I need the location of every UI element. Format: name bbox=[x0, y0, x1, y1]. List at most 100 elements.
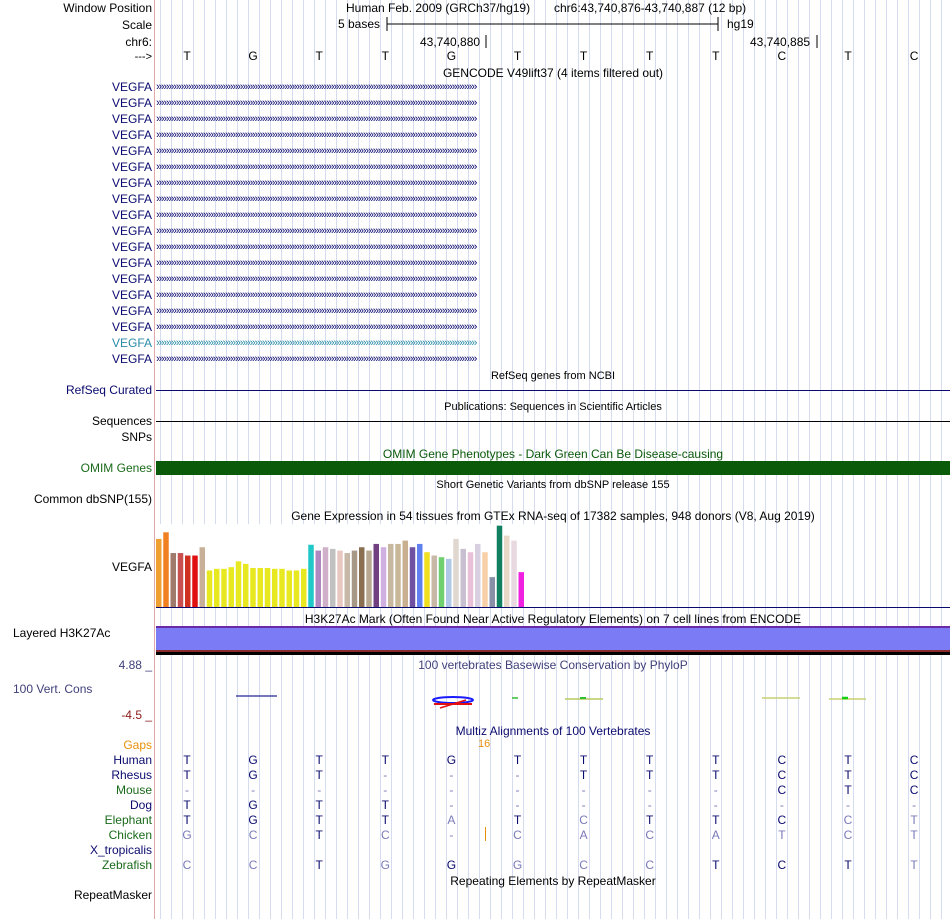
dbsnp-label[interactable]: Common dbSNP(155) bbox=[33, 492, 152, 506]
gtex-tissue-bar[interactable] bbox=[467, 552, 474, 607]
gtex-tissue-bar[interactable] bbox=[460, 548, 467, 607]
gencode-row-label[interactable]: VEGFA bbox=[111, 80, 152, 94]
gencode-row-label[interactable]: VEGFA bbox=[111, 224, 152, 238]
gtex-tissue-bar[interactable] bbox=[206, 570, 213, 607]
gtex-tissue-bar[interactable] bbox=[185, 555, 191, 607]
species-label[interactable]: Rhesus bbox=[111, 768, 152, 782]
species-label[interactable]: Mouse bbox=[115, 783, 152, 797]
gtex-tissue-bar[interactable] bbox=[163, 532, 169, 607]
gtex-tissue-bar[interactable] bbox=[417, 543, 423, 607]
gencode-transcript[interactable]: ››››››››››››››››››››››››››››››››››››››››… bbox=[156, 257, 477, 269]
gtex-tissue-bar[interactable] bbox=[504, 535, 510, 607]
refseq-line[interactable] bbox=[156, 390, 950, 391]
gencode-transcript[interactable]: ››››››››››››››››››››››››››››››››››››››››… bbox=[156, 241, 477, 253]
gtex-tissue-bar[interactable] bbox=[156, 538, 162, 607]
gtex-panel[interactable] bbox=[156, 524, 536, 607]
gencode-transcript[interactable]: ››››››››››››››››››››››››››››››››››››››››… bbox=[156, 353, 477, 365]
gtex-tissue-bar[interactable] bbox=[431, 555, 438, 607]
gtex-tissue-bar[interactable] bbox=[279, 568, 285, 607]
gtex-tissue-bar[interactable] bbox=[301, 568, 307, 607]
gtex-tissue-bar[interactable] bbox=[337, 550, 343, 607]
gencode-row-label[interactable]: VEGFA bbox=[111, 160, 152, 174]
omim-bar[interactable] bbox=[156, 461, 950, 475]
gencode-row-label[interactable]: VEGFA bbox=[111, 96, 152, 110]
gtex-tissue-bar[interactable] bbox=[409, 547, 416, 607]
gencode-transcript[interactable]: ››››››››››››››››››››››››››››››››››››››››… bbox=[156, 193, 477, 205]
gencode-transcript[interactable]: ››››››››››››››››››››››››››››››››››››››››… bbox=[156, 145, 477, 157]
gtex-tissue-bar[interactable] bbox=[344, 553, 351, 607]
gtex-tissue-bar[interactable] bbox=[257, 567, 264, 607]
gencode-row-label[interactable]: VEGFA bbox=[111, 112, 152, 126]
gtex-tissue-bar[interactable] bbox=[373, 543, 380, 607]
gencode-row-label[interactable]: VEGFA bbox=[111, 288, 152, 302]
gtex-tissue-bar[interactable] bbox=[192, 555, 198, 607]
species-label[interactable]: Elephant bbox=[104, 813, 152, 827]
gtex-tissue-bar[interactable] bbox=[221, 568, 227, 607]
gtex-tissue-bar[interactable] bbox=[496, 525, 503, 607]
gtex-tissue-bar[interactable] bbox=[308, 544, 314, 607]
gencode-transcript[interactable]: ››››››››››››››››››››››››››››››››››››››››… bbox=[156, 97, 477, 109]
species-label[interactable]: Dog bbox=[129, 798, 152, 812]
gtex-tissue-bar[interactable] bbox=[475, 543, 481, 607]
gencode-row-label[interactable]: VEGFA bbox=[111, 272, 152, 286]
gtex-tissue-bar[interactable] bbox=[250, 567, 256, 607]
gencode-transcript[interactable]: ››››››››››››››››››››››››››››››››››››››››… bbox=[156, 273, 477, 285]
gtex-tissue-bar[interactable] bbox=[170, 553, 177, 607]
gtex-label[interactable]: VEGFA bbox=[111, 560, 152, 574]
gtex-tissue-bar[interactable] bbox=[424, 552, 430, 607]
gencode-row-label[interactable]: VEGFA bbox=[111, 352, 152, 366]
gencode-transcript[interactable]: ››››››››››››››››››››››››››››››››››››››››… bbox=[156, 177, 477, 189]
gencode-transcript[interactable]: ››››››››››››››››››››››››››››››››››››››››… bbox=[156, 129, 477, 141]
gtex-tissue-bar[interactable] bbox=[359, 547, 365, 607]
gtex-tissue-bar[interactable] bbox=[243, 563, 249, 607]
publications-label[interactable]: Sequences bbox=[91, 414, 152, 428]
gencode-row-label[interactable]: VEGFA bbox=[111, 144, 152, 158]
gencode-transcript[interactable]: ››››››››››››››››››››››››››››››››››››››››… bbox=[156, 81, 477, 93]
gencode-transcript[interactable]: ››››››››››››››››››››››››››››››››››››››››… bbox=[156, 289, 477, 301]
gencode-transcript[interactable]: ››››››››››››››››››››››››››››››››››››››››… bbox=[156, 321, 477, 333]
gtex-tissue-bar[interactable] bbox=[453, 538, 459, 607]
gtex-tissue-bar[interactable] bbox=[199, 547, 206, 607]
h3k27ac-label[interactable]: Layered H3K27Ac bbox=[13, 626, 111, 640]
gencode-row-label[interactable]: VEGFA bbox=[111, 256, 152, 270]
h3k27ac-signal[interactable] bbox=[156, 628, 950, 650]
gencode-row-label[interactable]: VEGFA bbox=[111, 176, 152, 190]
gencode-row-label[interactable]: VEGFA bbox=[111, 192, 152, 206]
position-text[interactable]: chr6:43,740,876-43,740,887 (12 bp) bbox=[554, 1, 747, 15]
gencode-transcript[interactable]: ››››››››››››››››››››››››››››››››››››››››… bbox=[156, 337, 477, 349]
gtex-tissue-bar[interactable] bbox=[272, 568, 278, 607]
species-label[interactable]: X_tropicalis bbox=[89, 843, 152, 857]
gtex-tissue-bar[interactable] bbox=[351, 550, 358, 607]
gtex-tissue-bar[interactable] bbox=[228, 567, 235, 607]
gencode-transcript[interactable]: ››››››››››››››››››››››››››››››››››››››››… bbox=[156, 161, 477, 173]
gencode-row-label[interactable]: VEGFA bbox=[111, 304, 152, 318]
gtex-tissue-bar[interactable] bbox=[315, 550, 322, 607]
gtex-tissue-bar[interactable] bbox=[518, 572, 525, 607]
gencode-row-label[interactable]: VEGFA bbox=[111, 208, 152, 222]
gencode-row-label[interactable]: VEGFA bbox=[111, 336, 152, 350]
species-label[interactable]: Zebrafish bbox=[101, 858, 152, 872]
gtex-tissue-bar[interactable] bbox=[322, 547, 329, 607]
gtex-tissue-bar[interactable] bbox=[438, 557, 445, 607]
gencode-transcript[interactable]: ››››››››››››››››››››››››››››››››››››››››… bbox=[156, 113, 477, 125]
omim-label[interactable]: OMIM Genes bbox=[80, 461, 152, 475]
gtex-tissue-bar[interactable] bbox=[482, 552, 488, 607]
gencode-row-label[interactable]: VEGFA bbox=[111, 320, 152, 334]
snps-label[interactable]: SNPs bbox=[121, 430, 152, 444]
gtex-tissue-bar[interactable] bbox=[395, 543, 401, 607]
gtex-tissue-bar[interactable] bbox=[511, 540, 517, 607]
gtex-tissue-bar[interactable] bbox=[177, 553, 184, 607]
gtex-tissue-bar[interactable] bbox=[366, 550, 372, 607]
species-label[interactable]: Chicken bbox=[108, 828, 152, 842]
gencode-row-label[interactable]: VEGFA bbox=[111, 128, 152, 142]
gtex-tissue-bar[interactable] bbox=[264, 567, 271, 607]
gencode-transcript[interactable]: ››››››››››››››››››››››››››››››››››››››››… bbox=[156, 209, 477, 221]
gtex-tissue-bar[interactable] bbox=[286, 570, 293, 607]
gtex-tissue-bar[interactable] bbox=[235, 561, 242, 607]
repeatmasker-label[interactable]: RepeatMasker bbox=[73, 888, 152, 902]
gtex-tissue-bar[interactable] bbox=[402, 540, 409, 607]
gencode-row-label[interactable]: VEGFA bbox=[111, 240, 152, 254]
gtex-tissue-bar[interactable] bbox=[293, 570, 300, 607]
gencode-transcript[interactable]: ››››››››››››››››››››››››››››››››››››››››… bbox=[156, 225, 477, 237]
